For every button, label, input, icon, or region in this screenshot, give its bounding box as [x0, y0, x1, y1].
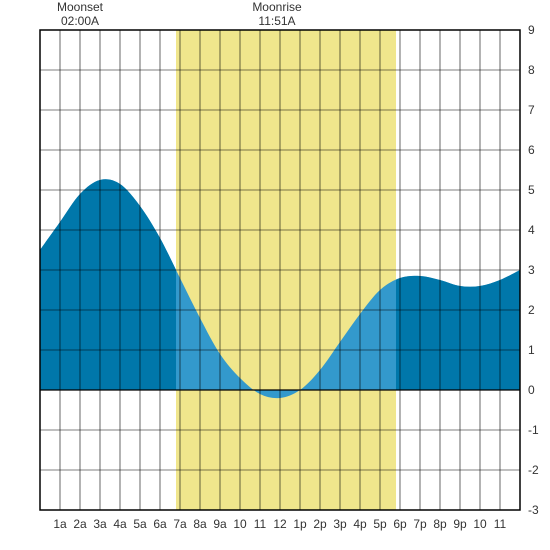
- x-tick-label: 11: [494, 517, 507, 531]
- x-tick-label: 3p: [333, 517, 347, 531]
- y-tick-label: -1: [528, 423, 539, 437]
- x-tick-label: 5p: [373, 517, 387, 531]
- x-tick-label: 7p: [413, 517, 427, 531]
- x-tick-label: 6p: [393, 517, 407, 531]
- y-tick-label: 9: [528, 23, 535, 37]
- x-tick-label: 10: [473, 517, 487, 531]
- y-tick-label: 3: [528, 263, 535, 277]
- x-tick-label: 12: [273, 517, 287, 531]
- moonrise-time: 11:51A: [247, 14, 307, 28]
- y-tick-label: -3: [528, 503, 539, 517]
- y-tick-label: 0: [528, 383, 535, 397]
- x-tick-label: 4a: [113, 517, 127, 531]
- x-tick-label: 2p: [313, 517, 327, 531]
- x-tick-label: 10: [233, 517, 247, 531]
- y-tick-label: 1: [528, 343, 535, 357]
- x-tick-label: 9p: [453, 517, 467, 531]
- x-tick-label: 8p: [433, 517, 447, 531]
- moonrise-label: Moonrise 11:51A: [247, 0, 307, 29]
- y-tick-label: 2: [528, 303, 535, 317]
- x-tick-label: 6a: [153, 517, 167, 531]
- x-tick-label: 4p: [353, 517, 367, 531]
- y-tick-label: 7: [528, 103, 535, 117]
- x-tick-label: 2a: [73, 517, 87, 531]
- chart-svg: -3-2-101234567891a2a3a4a5a6a7a8a9a101112…: [0, 0, 550, 550]
- x-tick-label: 9a: [213, 517, 227, 531]
- x-tick-label: 11: [254, 517, 267, 531]
- x-tick-label: 1p: [293, 517, 307, 531]
- y-tick-label: 6: [528, 143, 535, 157]
- x-tick-label: 7a: [173, 517, 187, 531]
- x-tick-label: 8a: [193, 517, 207, 531]
- y-tick-label: 4: [528, 223, 535, 237]
- y-tick-label: -2: [528, 463, 539, 477]
- tide-chart: -3-2-101234567891a2a3a4a5a6a7a8a9a101112…: [0, 0, 550, 550]
- moonset-time: 02:00A: [50, 14, 110, 28]
- moonset-label: Moonset 02:00A: [50, 0, 110, 29]
- x-tick-label: 3a: [93, 517, 107, 531]
- x-tick-label: 1a: [53, 517, 67, 531]
- x-tick-label: 5a: [133, 517, 147, 531]
- y-tick-label: 8: [528, 63, 535, 77]
- moonrise-title: Moonrise: [247, 0, 307, 14]
- moonset-title: Moonset: [50, 0, 110, 14]
- y-tick-label: 5: [528, 183, 535, 197]
